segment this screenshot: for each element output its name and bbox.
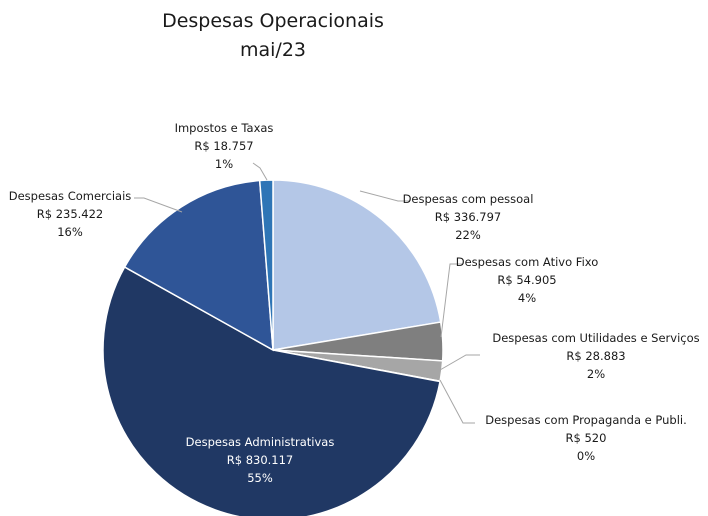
slice-label-name: Impostos e Taxas [175, 121, 274, 135]
slice-label-percent: 0% [577, 449, 595, 463]
slice-label-value: R$ 830.117 [227, 453, 294, 467]
slice-label-name: Despesas com pessoal [403, 192, 534, 206]
pie-slice [258, 179, 274, 351]
slice-labels: Despesas com pessoal R$ 336.797 22% Despesa… [9, 121, 700, 485]
chart-subtitle: mai/23 [240, 39, 306, 61]
pie-slices [102, 179, 444, 516]
slice-label-percent: 55% [247, 471, 273, 485]
leader-line [439, 379, 475, 424]
pie-slice [123, 179, 274, 352]
slice-label-percent: 2% [587, 367, 605, 381]
pie-slice [102, 265, 441, 516]
leader-line [359, 190, 410, 202]
slice-label-name: Despesas Comerciais [9, 189, 132, 203]
leader-line [252, 162, 268, 181]
slice-label-percent: 22% [455, 228, 481, 242]
slice-label-value: R$ 18.757 [194, 139, 253, 153]
leader-lines [134, 162, 480, 424]
slice-label-name: Despesas Administrativas [186, 435, 335, 449]
slice-label-name: Despesas com Propaganda e Publi. [485, 413, 687, 427]
slice-label-name: Despesas com Utilidades e Serviços [492, 331, 699, 345]
slice-label-name: Despesas com Ativo Fixo [456, 255, 599, 269]
slice-label-value: R$ 520 [566, 431, 607, 445]
slice-label-percent: 1% [215, 157, 233, 171]
slice-label-value: R$ 336.797 [435, 210, 502, 224]
slice-label-percent: 16% [57, 225, 83, 239]
slice-label-value: R$ 28.883 [566, 349, 625, 363]
leader-line [439, 354, 480, 371]
slice-label-value: R$ 235.422 [37, 207, 104, 221]
chart-title: Despesas Operacionais [162, 10, 384, 32]
leader-line [134, 197, 183, 213]
leader-line [440, 263, 462, 338]
slice-label-percent: 4% [518, 291, 536, 305]
pie-slice [272, 179, 442, 351]
slice-label-value: R$ 54.905 [497, 273, 556, 287]
